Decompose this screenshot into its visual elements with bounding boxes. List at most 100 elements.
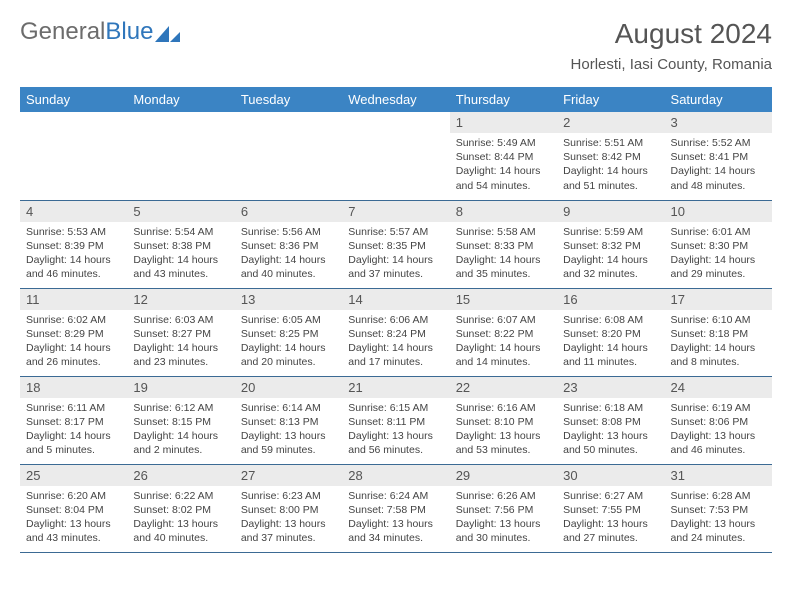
weekday-header: Wednesday	[342, 87, 449, 112]
day-number: 17	[665, 289, 772, 310]
calendar-day-cell: 10Sunrise: 6:01 AMSunset: 8:30 PMDayligh…	[665, 200, 772, 288]
sunrise-text: Sunrise: 5:58 AM	[456, 225, 551, 239]
day-number: 12	[127, 289, 234, 310]
sunrise-text: Sunrise: 6:18 AM	[563, 401, 658, 415]
calendar-day-cell: 18Sunrise: 6:11 AMSunset: 8:17 PMDayligh…	[20, 376, 127, 464]
day-details: Sunrise: 6:07 AMSunset: 8:22 PMDaylight:…	[450, 310, 557, 374]
calendar-day-cell: 19 Sunrise: 6:12 AMSunset: 8:15 PMDayligh…	[127, 376, 234, 464]
sunrise-text: Sunrise: 5:52 AM	[671, 136, 766, 150]
day-number	[235, 112, 342, 118]
daylight-text: Daylight: 14 hours and 54 minutes.	[456, 164, 551, 192]
sunset-text: Sunset: 8:32 PM	[563, 239, 658, 253]
day-number: 19	[127, 377, 234, 398]
sunrise-text: Sunrise: 6:06 AM	[348, 313, 443, 327]
sunrise-text: Sunrise: 5:49 AM	[456, 136, 551, 150]
day-details: Sunrise: 6:23 AMSunset: 8:00 PMDaylight:…	[235, 486, 342, 550]
sunrise-text: Sunrise: 6:23 AM	[241, 489, 336, 503]
daylight-text: Daylight: 13 hours and 24 minutes.	[671, 517, 766, 545]
sunrise-text: Sunrise: 6:15 AM	[348, 401, 443, 415]
sunrise-text: Sunrise: 6:01 AM	[671, 225, 766, 239]
sunset-text: Sunset: 8:10 PM	[456, 415, 551, 429]
daylight-text: Daylight: 13 hours and 53 minutes.	[456, 429, 551, 457]
sunrise-text: Sunrise: 6:08 AM	[563, 313, 658, 327]
day-number: 31	[665, 465, 772, 486]
calendar-day-cell: 13Sunrise: 6:05 AMSunset: 8:25 PMDayligh…	[235, 288, 342, 376]
day-details: Sunrise: 6:28 AMSunset: 7:53 PMDaylight:…	[665, 486, 772, 550]
day-details: Sunrise: 6:08 AMSunset: 8:20 PMDaylight:…	[557, 310, 664, 374]
day-number: 7	[342, 201, 449, 222]
daylight-text: Daylight: 13 hours and 34 minutes.	[348, 517, 443, 545]
sunrise-text: Sunrise: 6:16 AM	[456, 401, 551, 415]
day-details: Sunrise: 6:01 AMSunset: 8:30 PMDaylight:…	[665, 222, 772, 286]
daylight-text: Daylight: 14 hours and 14 minutes.	[456, 341, 551, 369]
calendar-day-cell: 22 Sunrise: 6:16 AMSunset: 8:10 PMDayligh…	[450, 376, 557, 464]
sunset-text: Sunset: 8:06 PM	[671, 415, 766, 429]
day-number: 11	[20, 289, 127, 310]
day-number	[20, 112, 127, 118]
day-details: Sunrise: 6:27 AMSunset: 7:55 PMDaylight:…	[557, 486, 664, 550]
day-details: Sunrise: 6:02 AMSunset: 8:29 PMDaylight:…	[20, 310, 127, 374]
sunset-text: Sunset: 8:15 PM	[133, 415, 228, 429]
calendar-week-row: 18Sunrise: 6:11 AMSunset: 8:17 PMDayligh…	[20, 376, 772, 464]
calendar-day-cell: 2Sunrise: 5:51 AMSunset: 8:42 PMDaylight…	[557, 112, 664, 200]
daylight-text: Daylight: 14 hours and 35 minutes.	[456, 253, 551, 281]
weekday-header: Monday	[127, 87, 234, 112]
calendar-day-cell	[127, 112, 234, 200]
sunset-text: Sunset: 8:11 PM	[348, 415, 443, 429]
sunset-text: Sunset: 8:20 PM	[563, 327, 658, 341]
sunrise-text: Sunrise: 6:28 AM	[671, 489, 766, 503]
calendar-day-cell: 17Sunrise: 6:10 AMSunset: 8:18 PMDayligh…	[665, 288, 772, 376]
day-details: Sunrise: 5:52 AMSunset: 8:41 PMDaylight:…	[665, 133, 772, 197]
sunset-text: Sunset: 8:18 PM	[671, 327, 766, 341]
calendar-day-cell: 5Sunrise: 5:54 AMSunset: 8:38 PMDaylight…	[127, 200, 234, 288]
daylight-text: Daylight: 14 hours and 5 minutes.	[26, 429, 121, 457]
weekday-header: Sunday	[20, 87, 127, 112]
day-number: 8	[450, 201, 557, 222]
day-details: Sunrise: 6:20 AMSunset: 8:04 PMDaylight:…	[20, 486, 127, 550]
daylight-text: Daylight: 14 hours and 43 minutes.	[133, 253, 228, 281]
day-details: Sunrise: 5:59 AMSunset: 8:32 PMDaylight:…	[557, 222, 664, 286]
sunrise-text: Sunrise: 6:26 AM	[456, 489, 551, 503]
calendar-day-cell: 8Sunrise: 5:58 AMSunset: 8:33 PMDaylight…	[450, 200, 557, 288]
sunset-text: Sunset: 7:53 PM	[671, 503, 766, 517]
sunrise-text: Sunrise: 6:11 AM	[26, 401, 121, 415]
sunset-text: Sunset: 7:58 PM	[348, 503, 443, 517]
sunset-text: Sunset: 8:35 PM	[348, 239, 443, 253]
sunrise-text: Sunrise: 6:12 AM	[133, 401, 228, 415]
day-number: 3	[665, 112, 772, 133]
day-details: Sunrise: 6:03 AMSunset: 8:27 PMDaylight:…	[127, 310, 234, 374]
calendar-day-cell: 26Sunrise: 6:22 AMSunset: 8:02 PMDayligh…	[127, 464, 234, 552]
sunset-text: Sunset: 8:42 PM	[563, 150, 658, 164]
day-details: Sunrise: 5:57 AMSunset: 8:35 PMDaylight:…	[342, 222, 449, 286]
calendar-day-cell	[342, 112, 449, 200]
daylight-text: Daylight: 14 hours and 29 minutes.	[671, 253, 766, 281]
weekday-header: Tuesday	[235, 87, 342, 112]
sunset-text: Sunset: 7:55 PM	[563, 503, 658, 517]
location-text: Horlesti, Iasi County, Romania	[571, 56, 772, 73]
day-details: Sunrise: 5:51 AMSunset: 8:42 PMDaylight:…	[557, 133, 664, 197]
calendar-day-cell: 31Sunrise: 6:28 AMSunset: 7:53 PMDayligh…	[665, 464, 772, 552]
calendar-day-cell: 15Sunrise: 6:07 AMSunset: 8:22 PMDayligh…	[450, 288, 557, 376]
sunrise-text: Sunrise: 5:56 AM	[241, 225, 336, 239]
calendar-day-cell: 6Sunrise: 5:56 AMSunset: 8:36 PMDaylight…	[235, 200, 342, 288]
day-number: 16	[557, 289, 664, 310]
day-number: 26	[127, 465, 234, 486]
calendar-day-cell: 25Sunrise: 6:20 AMSunset: 8:04 PMDayligh…	[20, 464, 127, 552]
calendar-week-row: 25Sunrise: 6:20 AMSunset: 8:04 PMDayligh…	[20, 464, 772, 552]
day-details: Sunrise: 6:06 AMSunset: 8:24 PMDaylight:…	[342, 310, 449, 374]
sunrise-text: Sunrise: 6:19 AM	[671, 401, 766, 415]
sunrise-text: Sunrise: 5:53 AM	[26, 225, 121, 239]
sunset-text: Sunset: 8:44 PM	[456, 150, 551, 164]
brand-part1: General	[20, 18, 105, 46]
day-number: 22	[450, 377, 557, 398]
calendar-day-cell: 30Sunrise: 6:27 AMSunset: 7:55 PMDayligh…	[557, 464, 664, 552]
day-details: Sunrise: 5:54 AMSunset: 8:38 PMDaylight:…	[127, 222, 234, 286]
day-number	[342, 112, 449, 118]
sunrise-text: Sunrise: 6:14 AM	[241, 401, 336, 415]
daylight-text: Daylight: 14 hours and 2 minutes.	[133, 429, 228, 457]
daylight-text: Daylight: 14 hours and 48 minutes.	[671, 164, 766, 192]
sunset-text: Sunset: 8:17 PM	[26, 415, 121, 429]
day-number: 1	[450, 112, 557, 133]
calendar-day-cell: 23Sunrise: 6:18 AMSunset: 8:08 PMDayligh…	[557, 376, 664, 464]
sunset-text: Sunset: 8:27 PM	[133, 327, 228, 341]
